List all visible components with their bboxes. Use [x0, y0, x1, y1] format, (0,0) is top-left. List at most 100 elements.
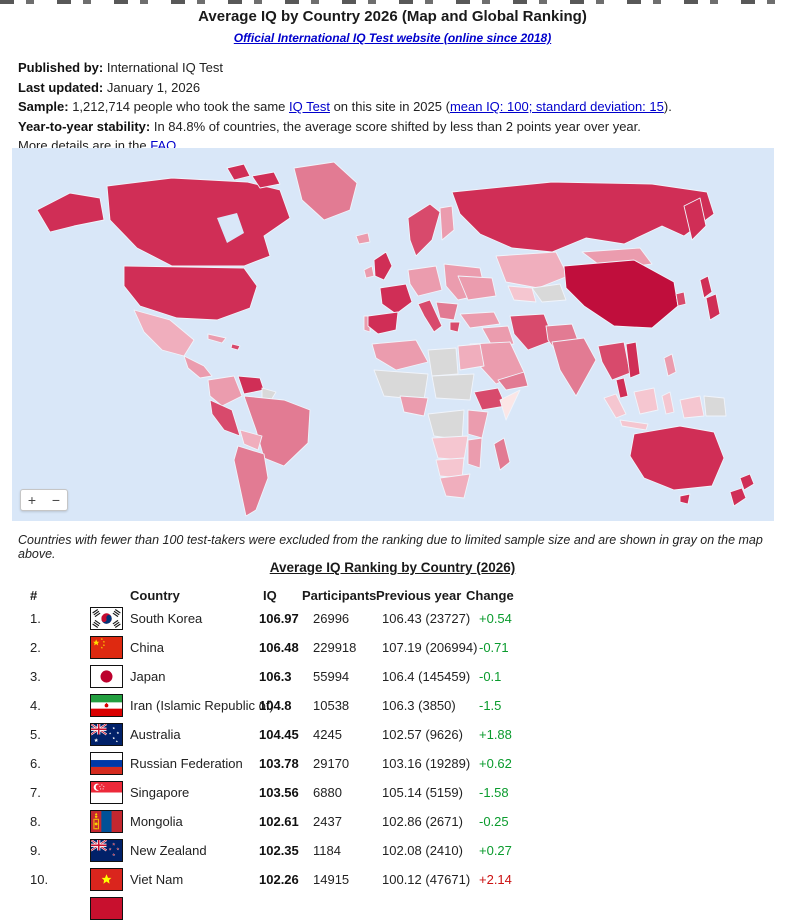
country-cell: South Korea	[130, 611, 203, 626]
iq-cell: 103.56	[259, 785, 299, 800]
map-country-shape[interactable]	[457, 275, 497, 301]
table-row: 2. China 106.48 229918 107.19 (206994) -0.71	[0, 633, 785, 662]
map-country-shape[interactable]	[407, 265, 443, 297]
map-country-shape[interactable]	[563, 259, 679, 329]
col-header-previous-year: Previous year	[376, 588, 462, 603]
map-country-shape[interactable]	[467, 437, 483, 469]
map-country-shape[interactable]	[363, 265, 375, 279]
map-country-shape[interactable]	[230, 343, 241, 351]
map-country-shape[interactable]	[507, 285, 537, 303]
map-country-shape[interactable]	[399, 395, 429, 417]
map-country-shape[interactable]	[239, 429, 263, 451]
country-cell: Russian Federation	[130, 756, 243, 771]
iq-cell: 106.48	[259, 640, 299, 655]
map-country-shape[interactable]	[739, 473, 755, 491]
map-country-shape[interactable]	[495, 251, 569, 289]
change-cell: -0.1	[479, 669, 502, 684]
map-country-shape[interactable]	[729, 487, 747, 507]
official-site-link[interactable]: Official International IQ Test website (…	[233, 31, 552, 45]
map-country-shape[interactable]	[427, 409, 465, 441]
map-country-shape[interactable]	[431, 435, 469, 461]
map-country-shape[interactable]	[106, 177, 291, 267]
table-row-partial	[0, 894, 785, 923]
map-country-shape[interactable]	[679, 395, 705, 419]
previous-year-cell: 106.4 (145459)	[382, 669, 471, 684]
map-country-shape[interactable]	[251, 171, 281, 189]
map-country-shape[interactable]	[459, 311, 501, 329]
map-country-shape[interactable]	[226, 163, 251, 181]
map-country-shape[interactable]	[551, 337, 597, 397]
ir-flag-icon	[90, 694, 123, 717]
map-country-shape[interactable]	[207, 375, 243, 407]
mean-sd-link[interactable]: mean IQ: 100; standard deviation: 15	[449, 99, 664, 114]
map-country-shape[interactable]	[293, 161, 358, 221]
previous-year-cell: 106.3 (3850)	[382, 698, 456, 713]
table-row: 1. South Korea 106.97 26996 106.43 (23727) +…	[0, 604, 785, 633]
country-cell: China	[130, 640, 164, 655]
iq-test-link[interactable]: IQ Test	[289, 99, 330, 114]
iq-cell: 104.45	[259, 727, 299, 742]
map-country-shape[interactable]	[417, 299, 443, 333]
ranking-table: # Country IQ Participants Previous year …	[0, 588, 785, 923]
map-country-shape[interactable]	[597, 341, 631, 381]
map-country-shape[interactable]	[481, 325, 515, 347]
map-country-shape[interactable]	[439, 205, 455, 241]
map-country-shape[interactable]	[371, 339, 429, 371]
map-country-shape[interactable]	[531, 283, 567, 303]
subtitle: Official International IQ Test website (…	[0, 31, 785, 45]
map-country-shape[interactable]	[619, 419, 649, 431]
map-country-shape[interactable]	[209, 399, 241, 437]
map-country-shape[interactable]	[699, 275, 713, 299]
map-country-shape[interactable]	[439, 473, 471, 499]
map-country-shape[interactable]	[509, 313, 555, 351]
rank-cell: 2.	[30, 640, 41, 655]
map-country-shape[interactable]	[123, 265, 258, 321]
col-header-iq: IQ	[263, 588, 277, 603]
previous-year-cell: 107.19 (206994)	[382, 640, 478, 655]
map-country-shape[interactable]	[207, 333, 227, 344]
map-country-shape[interactable]	[675, 291, 687, 307]
map-country-shape[interactable]	[497, 371, 529, 391]
map-country-shape[interactable]	[449, 321, 461, 333]
map-country-shape[interactable]	[633, 387, 659, 415]
country-cell: Iran (Islamic Republic of)	[130, 698, 274, 713]
map-country-shape[interactable]	[683, 197, 707, 241]
map-country-shape[interactable]	[373, 251, 393, 281]
iq-cell: 102.26	[259, 872, 299, 887]
participants-cell: 2437	[313, 814, 342, 829]
participants-cell: 229918	[313, 640, 357, 655]
map-country-shape[interactable]	[499, 389, 521, 421]
country-cell: Australia	[130, 727, 181, 742]
map-country-shape[interactable]	[457, 343, 485, 371]
map-country-shape[interactable]	[451, 181, 715, 253]
zoom-out-button[interactable]: −	[49, 490, 63, 510]
map-country-shape[interactable]	[703, 395, 727, 417]
map-country-shape[interactable]	[705, 293, 721, 321]
map-country-shape[interactable]	[663, 353, 677, 377]
map-country-shape[interactable]	[615, 377, 629, 399]
zoom-in-button[interactable]: +	[25, 490, 39, 510]
map-country-shape[interactable]	[661, 391, 675, 415]
map-country-shape[interactable]	[355, 232, 371, 245]
map-country-shape[interactable]	[36, 192, 105, 233]
map-country-shape[interactable]	[435, 301, 459, 321]
map-country-shape[interactable]	[379, 283, 413, 315]
map-country-shape[interactable]	[233, 445, 269, 517]
map-country-shape[interactable]	[183, 355, 213, 379]
world-map[interactable]: + −	[12, 148, 774, 521]
table-header-row: # Country IQ Participants Previous year …	[0, 588, 785, 604]
map-country-shape[interactable]	[625, 341, 641, 379]
map-country-shape[interactable]	[603, 393, 627, 419]
map-country-shape[interactable]	[427, 347, 459, 377]
ru-flag-icon	[90, 752, 123, 775]
map-country-shape[interactable]	[431, 373, 475, 401]
table-row: 3. Japan 106.3 55994 106.4 (145459) -0.1	[0, 662, 785, 691]
col-header-rank: #	[30, 588, 38, 603]
iq-cell: 103.78	[259, 756, 299, 771]
map-country-shape[interactable]	[407, 203, 441, 257]
map-country-shape[interactable]	[493, 437, 511, 471]
map-country-shape[interactable]	[679, 493, 691, 505]
jp-flag-icon	[90, 665, 123, 688]
map-country-shape[interactable]	[629, 425, 725, 491]
map-country-shape[interactable]	[367, 311, 399, 335]
